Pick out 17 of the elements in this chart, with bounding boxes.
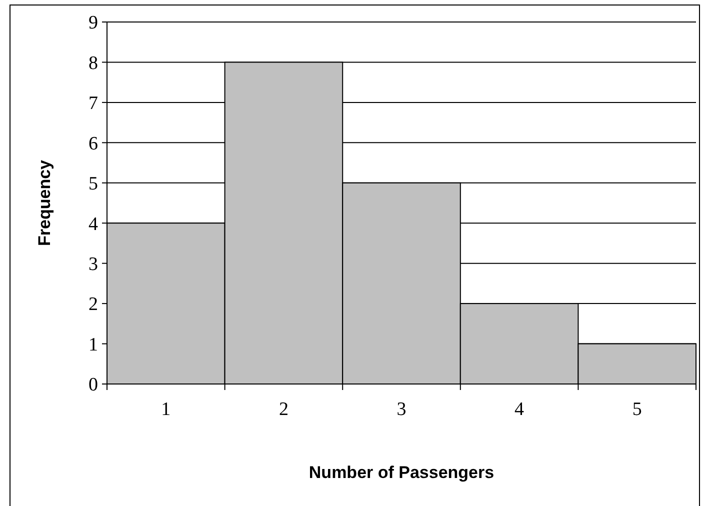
x-axis-title: Number of Passengers bbox=[308, 463, 494, 482]
y-tick-label: 4 bbox=[88, 214, 98, 235]
y-tick-label: 0 bbox=[88, 374, 98, 396]
y-tick-label: 3 bbox=[88, 254, 98, 275]
y-tick-label: 7 bbox=[88, 93, 98, 114]
x-tick-label: 2 bbox=[278, 399, 288, 420]
x-tick-label: 1 bbox=[161, 399, 171, 420]
x-tick-label: 5 bbox=[632, 399, 642, 420]
x-tick-label: 4 bbox=[514, 399, 525, 420]
y-tick-label: 5 bbox=[88, 174, 98, 195]
y-tick-label: 8 bbox=[88, 52, 98, 74]
x-tick-label: 3 bbox=[396, 399, 406, 420]
y-tick-label: 1 bbox=[88, 334, 98, 356]
y-axis-title: Frequency bbox=[35, 159, 54, 246]
y-tick-label: 2 bbox=[88, 294, 98, 316]
y-tick-label: 9 bbox=[88, 12, 98, 34]
y-tick-label: 6 bbox=[88, 133, 98, 154]
